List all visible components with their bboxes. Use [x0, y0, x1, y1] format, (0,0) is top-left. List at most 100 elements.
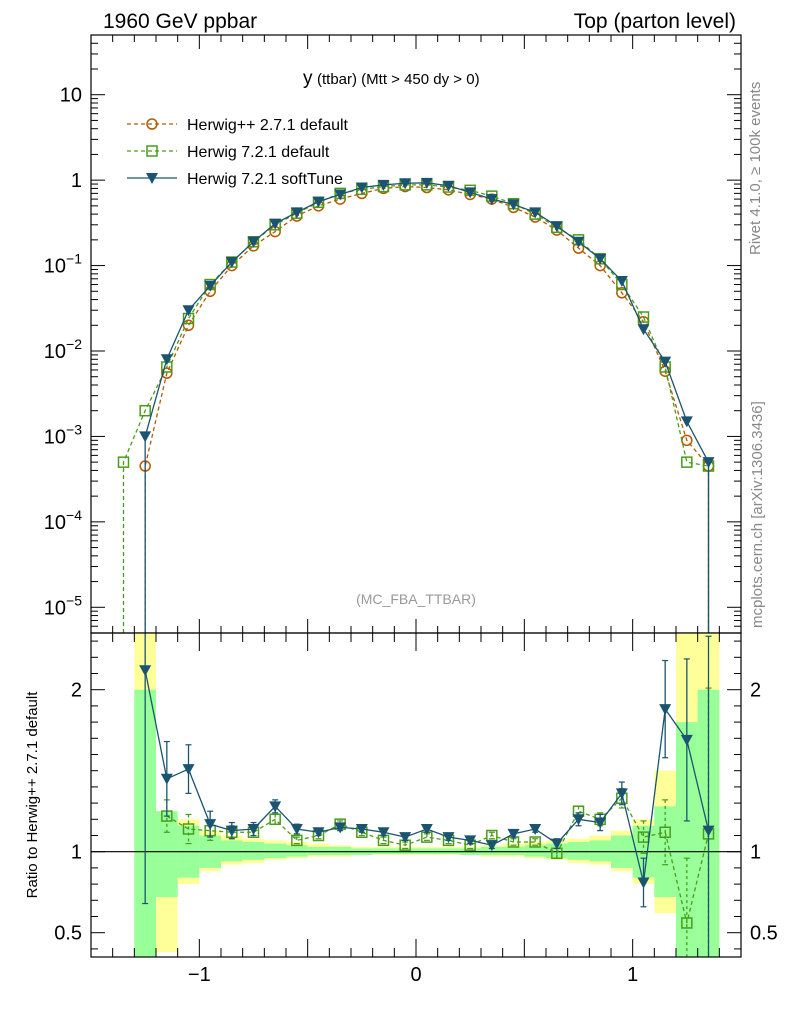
ratio-clip-group — [91, 633, 741, 957]
data-point — [485, 194, 498, 206]
ratio-point — [485, 840, 498, 852]
plot-title-sub: (ttbar) (Mtt > 450 dy > 0) — [317, 71, 480, 88]
main-plot-area — [117, 177, 715, 633]
ratio-point — [681, 917, 693, 929]
ratio-point — [594, 817, 607, 829]
series-line — [144, 185, 710, 633]
band-green — [264, 843, 286, 859]
data-point — [334, 189, 347, 201]
data-point — [637, 324, 650, 336]
series-square-open — [117, 179, 715, 633]
ratio-y-tick-label-right: 2 — [750, 680, 761, 702]
data-point — [117, 456, 130, 468]
data-point — [464, 187, 477, 199]
band-green — [589, 840, 611, 862]
data-point — [355, 182, 368, 194]
y-tick-label: 1 — [71, 170, 82, 192]
y-tick-label: 10−4 — [44, 507, 82, 534]
ratio-point — [637, 877, 650, 889]
ratio-y-tick-label: 2 — [71, 680, 82, 702]
band-green — [242, 841, 265, 860]
data-point — [139, 404, 151, 417]
ratio-point — [442, 832, 455, 844]
band-green — [286, 845, 308, 857]
data-point — [182, 319, 195, 332]
ratio-frame — [90, 632, 742, 958]
ratio-x-tick-label: −1 — [188, 964, 211, 986]
ratio-point — [702, 825, 715, 837]
ratio-y-tick-label: 0.5 — [54, 923, 82, 945]
band-green — [502, 846, 525, 855]
ratio-point — [659, 826, 671, 839]
ratio-point — [637, 831, 650, 843]
ratio-series-triangle-down — [139, 633, 715, 957]
ratio-point — [355, 824, 368, 836]
ratio-point — [529, 824, 542, 836]
header-right: Top (parton level) — [574, 10, 736, 33]
ratio-point — [182, 823, 195, 835]
ratio-point — [225, 825, 238, 837]
ratio-point — [420, 824, 433, 836]
ratio-point — [659, 704, 672, 716]
ratio-y-tick-label-right: 1 — [750, 842, 761, 864]
data-point — [225, 257, 238, 269]
data-point — [160, 354, 173, 366]
ratio-point — [334, 822, 347, 834]
rivet-label: Rivet 4.1.0, ≥ 100k events — [747, 82, 764, 255]
y-tick-label: 10 — [60, 85, 82, 107]
data-point — [550, 221, 563, 233]
band-green — [156, 811, 178, 898]
data-point — [529, 207, 542, 219]
y-tick-label: 10−3 — [44, 421, 82, 448]
data-point — [420, 177, 433, 189]
y-tick-label: 10−2 — [44, 336, 82, 363]
data-point — [680, 416, 693, 428]
band-green — [524, 845, 546, 857]
ratio-panel: 0.5 0.5 1 1 2 2 −1 0 1 Ratio to Herwig++ 2.7.1 d… — [24, 632, 778, 986]
data-point — [594, 253, 607, 265]
legend-marker — [146, 145, 158, 157]
ratio-point — [377, 827, 390, 839]
data-point — [269, 218, 282, 230]
watermark-label: (MC_FBA_TTBAR) — [356, 591, 476, 607]
ratio-axes: 0.5 0.5 1 1 2 2 −1 0 1 — [54, 633, 778, 986]
legend-marker — [146, 118, 158, 130]
ratio-x-tick-label: 0 — [410, 964, 421, 986]
data-point — [507, 199, 520, 211]
data-point — [312, 196, 325, 208]
ratio-point — [680, 734, 693, 746]
ratio-y-tick-label: 1 — [71, 842, 82, 864]
data-point — [399, 178, 412, 190]
legend: Herwig++ 2.7.1 default Herwig 7.2.1 defau… — [127, 117, 349, 188]
data-point — [290, 207, 303, 219]
ratio-point — [507, 828, 520, 840]
ratio-point — [550, 838, 563, 850]
header-left: 1960 GeV ppbar — [103, 10, 257, 33]
ratio-ylabel: Ratio to Herwig++ 2.7.1 default — [24, 691, 41, 899]
ratio-point — [269, 813, 281, 826]
band-green — [329, 846, 351, 855]
ratio-point — [160, 773, 173, 785]
ratio-x-tick-label: 1 — [627, 964, 638, 986]
data-point — [377, 179, 390, 191]
ratio-point — [139, 665, 152, 677]
ratio-point — [291, 834, 303, 847]
legend-label: Herwig 7.2.1 softTune — [187, 171, 343, 188]
data-point — [204, 280, 217, 292]
series-triangle-down — [139, 177, 715, 633]
ratio-point — [529, 836, 541, 848]
data-point — [659, 356, 672, 368]
data-point — [442, 180, 455, 192]
band-green — [221, 840, 243, 862]
series-circle-open — [139, 180, 715, 633]
ratio-point — [615, 788, 628, 800]
plot-title: y — [303, 68, 313, 89]
data-point — [572, 236, 585, 248]
legend-label: Herwig 7.2.1 default — [187, 144, 330, 161]
main-panel: 10−5 10−4 10−3 10−2 10−1 1 10 y (ttbar) (Mtt >… — [44, 34, 742, 634]
ratio-point — [312, 827, 325, 839]
ratio-point — [204, 819, 217, 831]
ratio-point — [290, 824, 303, 836]
mcplots-label: mcplots.cern.ch [arXiv:1306.3436] — [749, 401, 766, 628]
